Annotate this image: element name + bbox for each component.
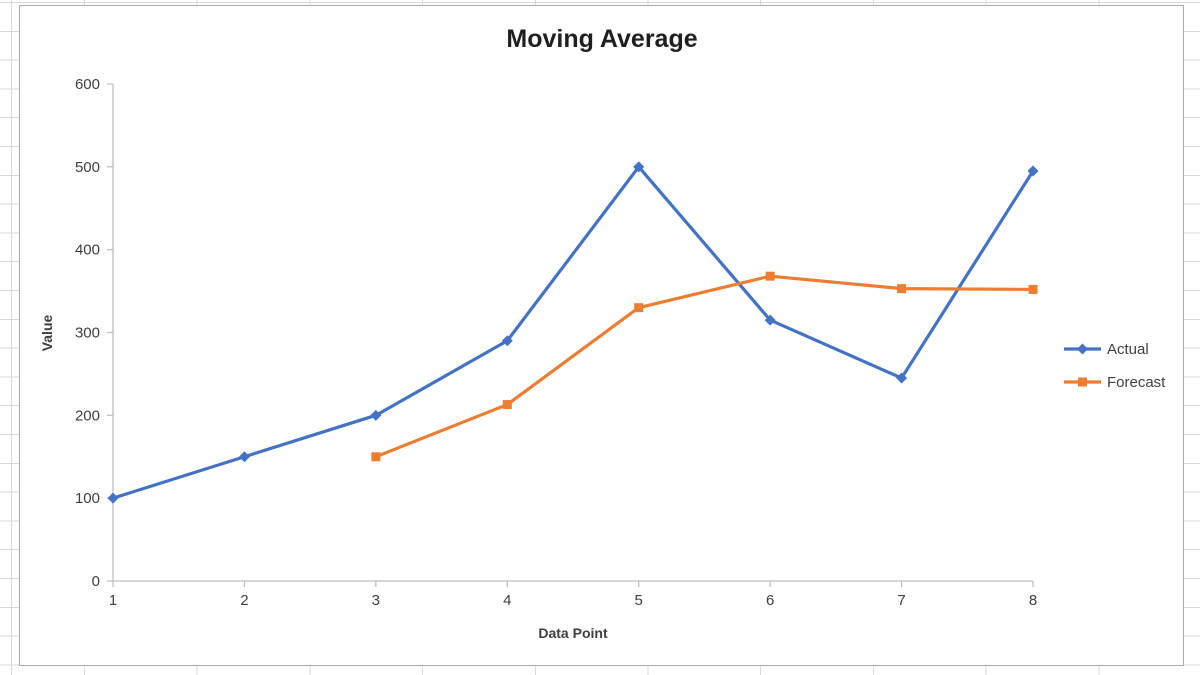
x-tick-label: 3 bbox=[372, 592, 380, 609]
data-point-marker[interactable] bbox=[633, 161, 645, 173]
series-actual[interactable] bbox=[107, 161, 1039, 504]
y-tick-label: 400 bbox=[75, 242, 100, 259]
y-tick-label: 100 bbox=[75, 490, 100, 507]
data-point-marker[interactable] bbox=[107, 492, 119, 504]
data-point-marker[interactable] bbox=[502, 400, 512, 410]
x-tick-label: 4 bbox=[503, 592, 511, 609]
data-point-marker[interactable] bbox=[371, 452, 381, 462]
series-line[interactable] bbox=[374, 274, 1035, 459]
legend-marker-square-icon bbox=[1078, 377, 1087, 387]
legend-item-actual[interactable]: Actual bbox=[1064, 341, 1149, 358]
chart-canvas: 0 100 200 300 400 500 600 1 2 3 4 5 6 7 8 Moving Avera… bbox=[39, 25, 1166, 641]
data-point-marker[interactable] bbox=[1027, 165, 1039, 177]
y-axis-title[interactable]: Value bbox=[39, 315, 55, 352]
data-point-marker[interactable] bbox=[634, 303, 644, 313]
legend-marker-diamond-icon bbox=[1077, 343, 1088, 355]
data-point-marker[interactable] bbox=[501, 335, 513, 347]
x-axis-title[interactable]: Data Point bbox=[538, 625, 608, 641]
data-point-marker[interactable] bbox=[370, 409, 382, 421]
x-tick-label: 1 bbox=[109, 592, 117, 609]
data-point-marker[interactable] bbox=[897, 284, 907, 294]
series-line[interactable] bbox=[111, 165, 1035, 500]
y-tick-label: 300 bbox=[75, 325, 100, 342]
legend-item-forecast[interactable]: Forecast bbox=[1064, 374, 1166, 391]
x-tick-label: 2 bbox=[240, 592, 248, 609]
y-tick-label: 500 bbox=[75, 159, 100, 176]
legend[interactable]: Actual Forecast bbox=[1064, 341, 1166, 391]
x-tick-label: 5 bbox=[635, 592, 643, 609]
axes bbox=[112, 84, 1033, 582]
data-point-marker[interactable] bbox=[896, 372, 908, 384]
x-tick-label: 8 bbox=[1029, 592, 1037, 609]
y-tick-label: 0 bbox=[92, 573, 100, 590]
data-point-marker[interactable] bbox=[238, 451, 250, 463]
chart-title[interactable]: Moving Average bbox=[506, 25, 697, 53]
legend-label-forecast: Forecast bbox=[1107, 374, 1166, 391]
data-point-marker[interactable] bbox=[765, 271, 775, 281]
data-point-marker[interactable] bbox=[764, 314, 776, 326]
x-tick-label: 6 bbox=[766, 592, 774, 609]
data-point-marker[interactable] bbox=[1028, 284, 1038, 294]
moving-average-chart[interactable]: 0 100 200 300 400 500 600 1 2 3 4 5 6 7 8 Moving Avera… bbox=[19, 5, 1184, 666]
y-tick-label: 200 bbox=[75, 407, 100, 424]
legend-label-actual: Actual bbox=[1107, 341, 1149, 358]
x-tick-label: 7 bbox=[897, 592, 905, 609]
plot-area: 0 100 200 300 400 500 600 1 2 3 4 5 6 7 8 bbox=[75, 76, 1039, 609]
x-axis: 1 2 3 4 5 6 7 8 bbox=[109, 581, 1037, 609]
y-tick-label: 600 bbox=[75, 76, 100, 93]
y-axis: 0 100 200 300 400 500 600 bbox=[75, 76, 113, 590]
series-forecast[interactable] bbox=[371, 271, 1038, 462]
